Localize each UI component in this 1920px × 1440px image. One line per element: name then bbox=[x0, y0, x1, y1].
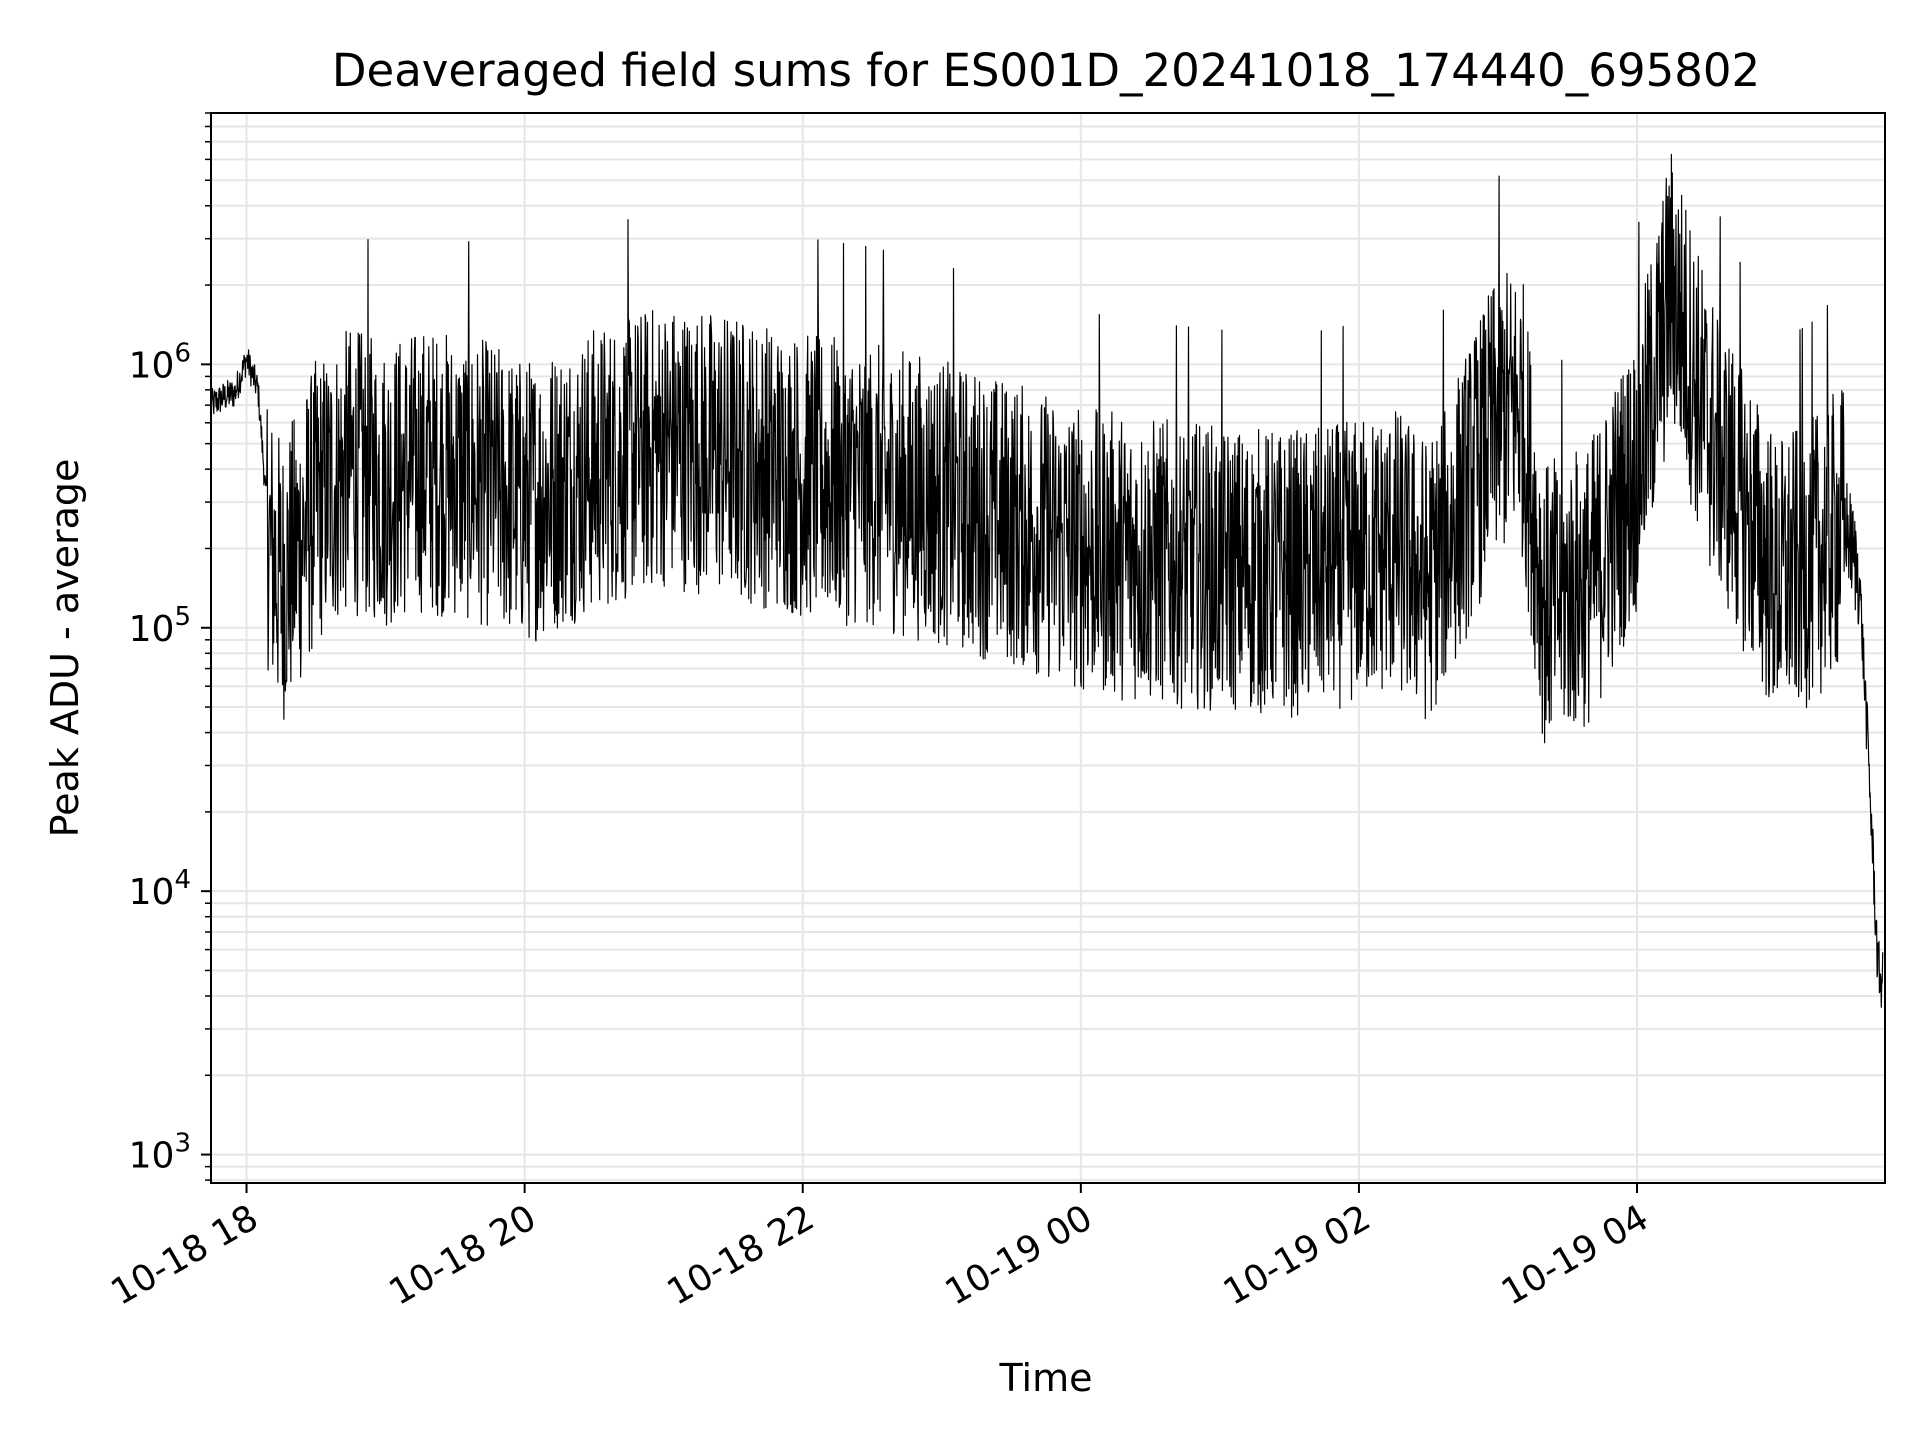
y-tick-label: 104 bbox=[129, 865, 191, 913]
y-tick-label: 106 bbox=[129, 338, 191, 386]
chart-title: Deaveraged field sums for ES001D_2024101… bbox=[332, 44, 1760, 97]
y-axis-label: Peak ADU - average bbox=[43, 459, 87, 838]
x-axis-label: Time bbox=[999, 1356, 1093, 1400]
plot-series bbox=[210, 153, 1884, 1008]
y-tick-label: 105 bbox=[129, 602, 191, 650]
series-line bbox=[210, 153, 1884, 1008]
y-tick-label: 103 bbox=[129, 1129, 191, 1177]
plot-frame bbox=[210, 112, 1886, 1184]
